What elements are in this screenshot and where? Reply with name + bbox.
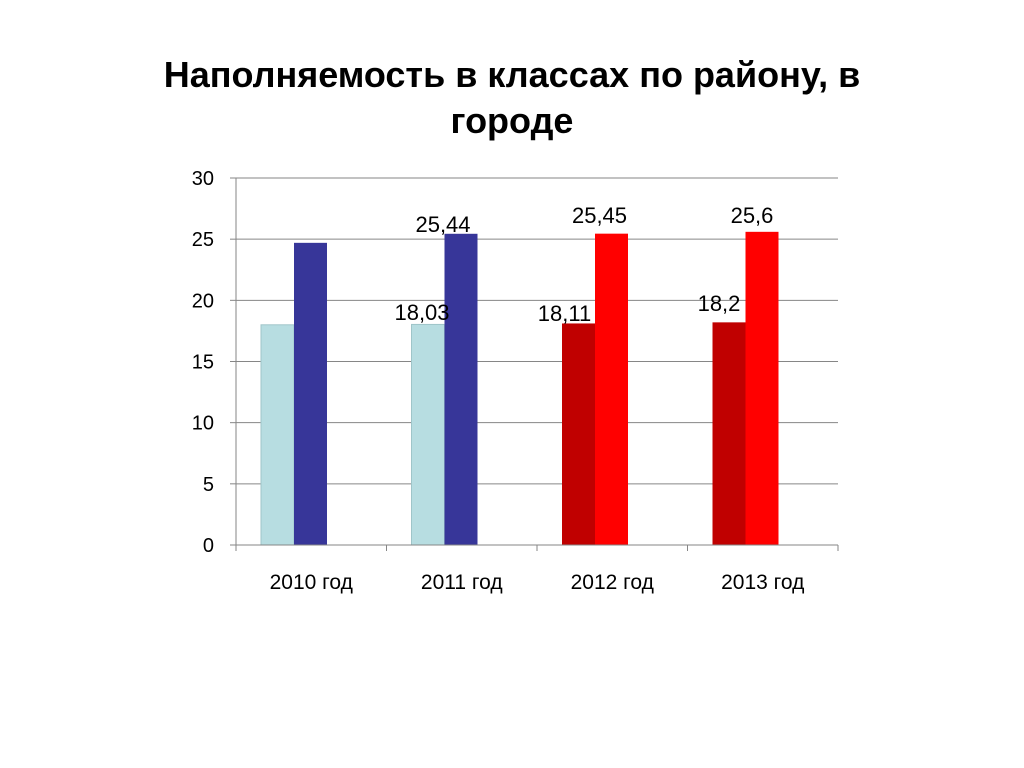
bar [260, 324, 295, 546]
axes [230, 177, 839, 551]
y-tick-label: 10 [192, 413, 214, 435]
page-title: Наполняемость в классах по району, в гор… [163, 54, 861, 141]
x-tick-label: 2010 год [270, 571, 353, 594]
labels: 0 5 10 15 20 25 30 2010 год 2011 год 2012 год 2013… [192, 168, 805, 594]
y-tick-label: 0 [203, 535, 214, 557]
y-tick-label: 25 [192, 229, 214, 251]
bar [562, 323, 595, 545]
data-label: 25,45 [572, 203, 627, 228]
x-tick-label: 2011 год [421, 571, 503, 594]
y-tick-label: 30 [192, 168, 214, 190]
bar [444, 233, 478, 545]
data-label: 18,03 [394, 300, 449, 325]
data-label: 18,2 [698, 291, 741, 316]
x-tick-label: 2012 год [571, 571, 654, 594]
bar [411, 323, 445, 546]
bar [712, 322, 746, 545]
data-label: 18,11 [538, 301, 591, 326]
bars [260, 231, 779, 546]
data-label: 25,6 [731, 203, 774, 228]
y-tick-label: 15 [192, 352, 214, 374]
x-tick-label: 2013 год [721, 571, 804, 594]
y-tick-label: 5 [203, 474, 214, 496]
bar [745, 231, 779, 545]
bar [294, 242, 327, 545]
y-tick-label: 20 [192, 290, 214, 312]
data-label: 25,44 [415, 212, 470, 237]
bar [595, 233, 628, 545]
